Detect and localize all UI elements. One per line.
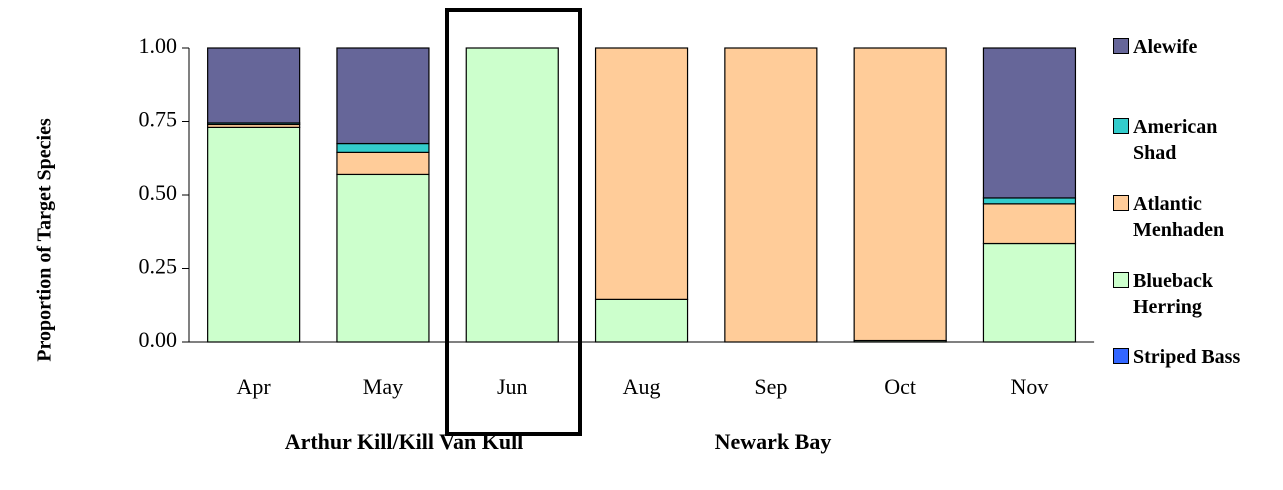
bar-segment xyxy=(336,173,430,343)
bar-segment xyxy=(465,47,559,343)
y-tick-label: 0.00 xyxy=(139,327,178,352)
bar-segment xyxy=(724,47,818,343)
x-tick-label: Sep xyxy=(754,374,787,399)
y-axis-title: Proportion of Target Species xyxy=(34,118,56,362)
x-tick-label: Aug xyxy=(623,374,661,399)
legend-swatch xyxy=(1113,38,1129,54)
bar-segment xyxy=(594,47,689,300)
legend-entry: Atlantic Menhaden xyxy=(1113,191,1278,243)
legend-swatch xyxy=(1113,348,1129,364)
x-tick-label: May xyxy=(363,374,403,399)
y-tick-label: 0.75 xyxy=(139,107,178,132)
highlight-box xyxy=(445,8,582,436)
legend-swatch xyxy=(1113,118,1129,134)
bar-segment xyxy=(336,142,430,153)
legend-swatch xyxy=(1113,272,1129,288)
x-tick-label: Apr xyxy=(237,374,272,399)
bar-segment xyxy=(853,47,947,342)
x-tick-label: Nov xyxy=(1011,374,1049,399)
group-label: Newark Bay xyxy=(715,429,832,454)
legend-entry: Alewife xyxy=(1113,34,1278,60)
legend-label: American Shad xyxy=(1133,116,1218,164)
bar-segment xyxy=(336,151,430,176)
y-tick-label: 1.00 xyxy=(139,33,178,58)
bar-segment xyxy=(982,203,1077,245)
legend-entry: Blueback Herring xyxy=(1113,268,1278,320)
x-tick-label: Jun xyxy=(497,374,528,399)
bar-segment xyxy=(207,47,301,124)
bar-segment xyxy=(982,47,1077,199)
legend-label: Striped Bass xyxy=(1133,346,1241,368)
bar-segment xyxy=(982,197,1077,205)
bar-segment xyxy=(336,47,430,145)
x-tick-label: Oct xyxy=(884,374,916,399)
bar-segment xyxy=(594,298,689,343)
legend-entry: Striped Bass xyxy=(1113,344,1278,370)
legend-label: Atlantic Menhaden xyxy=(1133,193,1225,241)
legend-label: Blueback Herring xyxy=(1133,270,1214,318)
bar-segment xyxy=(207,126,301,343)
bar-segment xyxy=(982,242,1077,343)
legend-swatch xyxy=(1113,195,1129,211)
legend-label: Alewife xyxy=(1133,36,1198,58)
y-tick-label: 0.25 xyxy=(139,254,178,279)
y-tick-label: 0.50 xyxy=(139,180,178,205)
legend-entry: American Shad xyxy=(1113,114,1278,166)
